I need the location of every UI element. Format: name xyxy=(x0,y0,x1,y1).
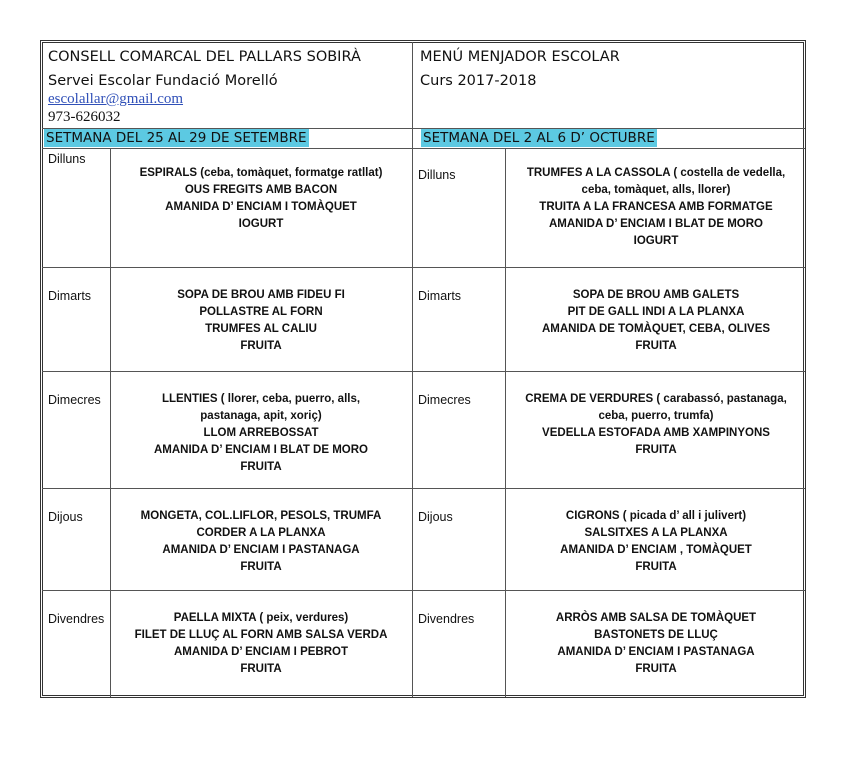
menu-item: SOPA DE BROU AMB FIDEU FI xyxy=(177,289,345,301)
menu-cell: SOPA DE BROU AMB GALETS PIT DE GALL INDI … xyxy=(507,287,805,355)
menu-item: AMANIDA D’ ENCIAM , TOMÀQUET xyxy=(560,544,752,556)
menu-item: AMANIDA D’ ENCIAM I PEBROT xyxy=(174,646,348,658)
menu-item: IOGURT xyxy=(238,218,284,230)
menu-cell: PAELLA MIXTA ( peix, verdures) FILET DE L… xyxy=(112,610,410,678)
day-label: Dimarts xyxy=(418,289,462,303)
menu-cell: ESPIRALS (ceba, tomàquet, formatge ratll… xyxy=(112,165,410,233)
menu-item: FRUITA xyxy=(635,444,677,456)
day-label: Dijous xyxy=(48,510,83,524)
menu-item: OUS FREGITS AMB BACON xyxy=(184,184,338,196)
course-year: Curs 2017-2018 xyxy=(420,73,537,89)
menu-item: FRUITA xyxy=(240,561,282,573)
menu-cell: TRUMFES A LA CASSOLA ( costella de vedel… xyxy=(507,165,805,250)
menu-cell: MONGETA, COL.LIFLOR, PESOLS, TRUMFA CORDE… xyxy=(112,508,410,576)
row-divider xyxy=(42,128,805,129)
row-divider xyxy=(42,590,805,591)
phone-number: 973-626032 xyxy=(48,109,121,125)
menu-cell: SOPA DE BROU AMB FIDEU FI POLLASTRE AL FO… xyxy=(112,287,410,355)
week-label: SETMANA DEL 25 AL 29 DE SETEMBRE xyxy=(44,129,309,147)
service-name: Servei Escolar Fundació Morelló xyxy=(48,73,278,89)
menu-item: CREMA DE VERDURES ( carabassó, pastanaga… xyxy=(525,393,787,405)
email-link[interactable]: escolallar@gmail.com xyxy=(48,91,184,107)
menu-item: TRUMFES AL CALIU xyxy=(205,323,317,335)
menu-sheet xyxy=(40,40,806,698)
menu-title: MENÚ MENJADOR ESCOLAR xyxy=(420,49,620,65)
week-label: SETMANA DEL 2 AL 6 D’ OCTUBRE xyxy=(421,129,657,147)
menu-item: AMANIDA D’ ENCIAM I PASTANAGA xyxy=(557,646,755,658)
day-label: Dimarts xyxy=(48,289,92,303)
menu-item: TRUMFES A LA CASSOLA ( costella de vedel… xyxy=(526,167,786,179)
menu-item: TRUITA A LA FRANCESA AMB FORMATGE xyxy=(539,201,773,213)
menu-cell: ARRÒS AMB SALSA DE TOMÀQUET BASTONETS DE … xyxy=(507,610,805,678)
menu-item: IOGURT xyxy=(633,235,679,247)
menu-item: CORDER A LA PLANXA xyxy=(196,527,326,539)
day-label: Dilluns xyxy=(48,152,86,166)
menu-item: AMANIDA D’ ENCIAM I TOMÀQUET xyxy=(165,201,357,213)
menu-item: MONGETA, COL.LIFLOR, PESOLS, TRUMFA xyxy=(140,510,382,522)
day-label: Dijous xyxy=(418,510,453,524)
menu-item: FRUITA xyxy=(635,340,677,352)
menu-item: pastanaga, apit, xoriç) xyxy=(200,410,322,422)
menu-item: ceba, tomàquet, alls, llorer) xyxy=(581,184,731,196)
menu-cell: LLENTIES ( llorer, ceba, puerro, alls, pa… xyxy=(112,391,410,476)
menu-item: FRUITA xyxy=(240,663,282,675)
org-name: CONSELL COMARCAL DEL PALLARS SOBIRÀ xyxy=(48,49,361,65)
menu-item: LLOM ARREBOSSAT xyxy=(203,427,319,439)
day-label: Dimecres xyxy=(418,393,471,407)
menu-item: POLLASTRE AL FORN xyxy=(199,306,323,318)
menu-cell: CIGRONS ( picada d’ all i julivert) SALSI… xyxy=(507,508,805,576)
menu-item: ESPIRALS (ceba, tomàquet, formatge ratll… xyxy=(139,167,383,179)
column-divider xyxy=(505,148,506,697)
menu-item: AMANIDA D’ ENCIAM I PASTANAGA xyxy=(162,544,360,556)
menu-item: VEDELLA ESTOFADA AMB XAMPINYONS xyxy=(542,427,770,439)
day-label: Dimecres xyxy=(48,393,101,407)
column-divider xyxy=(412,42,413,697)
menu-item: FILET DE LLUÇ AL FORN AMB SALSA VERDA xyxy=(134,629,388,641)
menu-item: CIGRONS ( picada d’ all i julivert) xyxy=(565,510,747,522)
menu-item: PAELLA MIXTA ( peix, verdures) xyxy=(173,612,349,624)
menu-item: FRUITA xyxy=(240,461,282,473)
menu-item: FRUITA xyxy=(635,561,677,573)
row-divider xyxy=(42,148,805,149)
day-label: Dilluns xyxy=(418,168,456,182)
menu-item: AMANIDA DE TOMÀQUET, CEBA, OLIVES xyxy=(541,323,771,335)
menu-item: SALSITXES A LA PLANXA xyxy=(584,527,728,539)
menu-item: FRUITA xyxy=(635,663,677,675)
menu-item: SOPA DE BROU AMB GALETS xyxy=(572,289,740,301)
day-label: Divendres xyxy=(48,612,105,626)
row-divider xyxy=(42,488,805,489)
menu-item: AMANIDA D’ ENCIAM I BLAT DE MORO xyxy=(153,444,369,456)
row-divider xyxy=(42,371,805,372)
menu-item: ARRÒS AMB SALSA DE TOMÀQUET xyxy=(555,612,757,624)
menu-item: PIT DE GALL INDI A LA PLANXA xyxy=(567,306,745,318)
row-divider xyxy=(42,267,805,268)
menu-item: AMANIDA D’ ENCIAM I BLAT DE MORO xyxy=(548,218,764,230)
menu-cell: CREMA DE VERDURES ( carabassó, pastanaga… xyxy=(507,391,805,459)
column-divider xyxy=(110,148,111,697)
menu-item: FRUITA xyxy=(240,340,282,352)
menu-item: BASTONETS DE LLUÇ xyxy=(594,629,718,641)
day-label: Divendres xyxy=(418,612,475,626)
menu-item: LLENTIES ( llorer, ceba, puerro, alls, xyxy=(161,393,361,405)
menu-item: ceba, puerro, trumfa) xyxy=(598,410,714,422)
